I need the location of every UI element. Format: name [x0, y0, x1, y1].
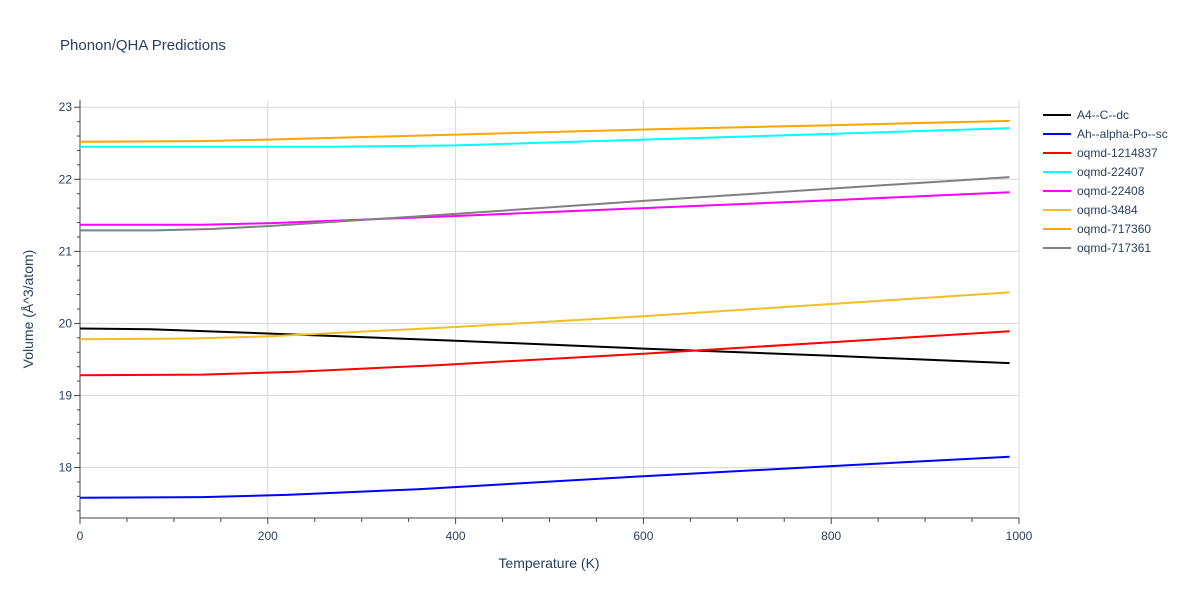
x-tick-label: 800	[821, 529, 841, 543]
legend-item-A4--C--dc[interactable]: A4--C--dc	[1043, 108, 1129, 122]
series-line-oqmd-3484[interactable]	[79, 291, 1010, 341]
x-tick-label: 400	[446, 529, 466, 543]
axes	[74, 100, 1020, 524]
legend-label: oqmd-3484	[1077, 203, 1138, 217]
series-line-A4--C--dc[interactable]	[79, 327, 1010, 365]
x-tick-label: 600	[633, 529, 653, 543]
legend-label: oqmd-717360	[1077, 222, 1151, 236]
y-axis-label: Volume (Å^3/atom)	[20, 250, 36, 369]
legend-item-oqmd-1214837[interactable]: oqmd-1214837	[1043, 146, 1158, 160]
series-line-oqmd-717360[interactable]	[79, 119, 1010, 143]
legend-label: Ah--alpha-Po--sc	[1077, 127, 1168, 141]
y-tick-label: 21	[59, 244, 73, 258]
legend[interactable]: A4--C--dc Ah--alpha-Po--sc oqmd-1214837 oqm…	[1043, 108, 1168, 255]
y-tick-label: 20	[59, 316, 73, 330]
legend-label: oqmd-22408	[1077, 184, 1145, 198]
series-line-oqmd-1214837[interactable]	[79, 330, 1010, 377]
series-line-oqmd-22407[interactable]	[80, 127, 1010, 148]
tick-labels: 0 200 400 600 800 1000 18 19 20 21 22 23	[59, 100, 1033, 543]
legend-item-Ah--alpha-Po--sc[interactable]: Ah--alpha-Po--sc	[1043, 127, 1168, 141]
x-tick-label: 1000	[1006, 529, 1033, 543]
legend-item-oqmd-3484[interactable]: oqmd-3484	[1043, 203, 1138, 217]
x-tick-label: 0	[77, 529, 84, 543]
series-line-oqmd-717361[interactable]	[80, 176, 1010, 232]
y-tick-label: 22	[59, 172, 73, 186]
gridlines	[80, 100, 1020, 518]
y-tick-label: 23	[59, 100, 73, 114]
legend-item-oqmd-22407[interactable]: oqmd-22407	[1043, 165, 1145, 179]
legend-label: oqmd-717361	[1077, 241, 1151, 255]
series-line-oqmd-22408[interactable]	[80, 191, 1010, 226]
x-axis-label: Temperature (K)	[498, 555, 599, 571]
legend-label: oqmd-1214837	[1077, 146, 1158, 160]
series-line-Ah--alpha-Po--sc[interactable]	[79, 455, 1010, 499]
legend-item-oqmd-22408[interactable]: oqmd-22408	[1043, 184, 1145, 198]
legend-label: oqmd-22407	[1077, 165, 1145, 179]
chart-title: Phonon/QHA Predictions	[60, 37, 226, 54]
legend-item-oqmd-717361[interactable]: oqmd-717361	[1043, 241, 1151, 255]
legend-item-oqmd-717360[interactable]: oqmd-717360	[1043, 222, 1151, 236]
legend-label: A4--C--dc	[1077, 108, 1129, 122]
y-tick-label: 18	[59, 461, 73, 475]
x-tick-label: 200	[258, 529, 278, 543]
series-group	[79, 119, 1010, 499]
y-tick-label: 19	[59, 388, 73, 402]
